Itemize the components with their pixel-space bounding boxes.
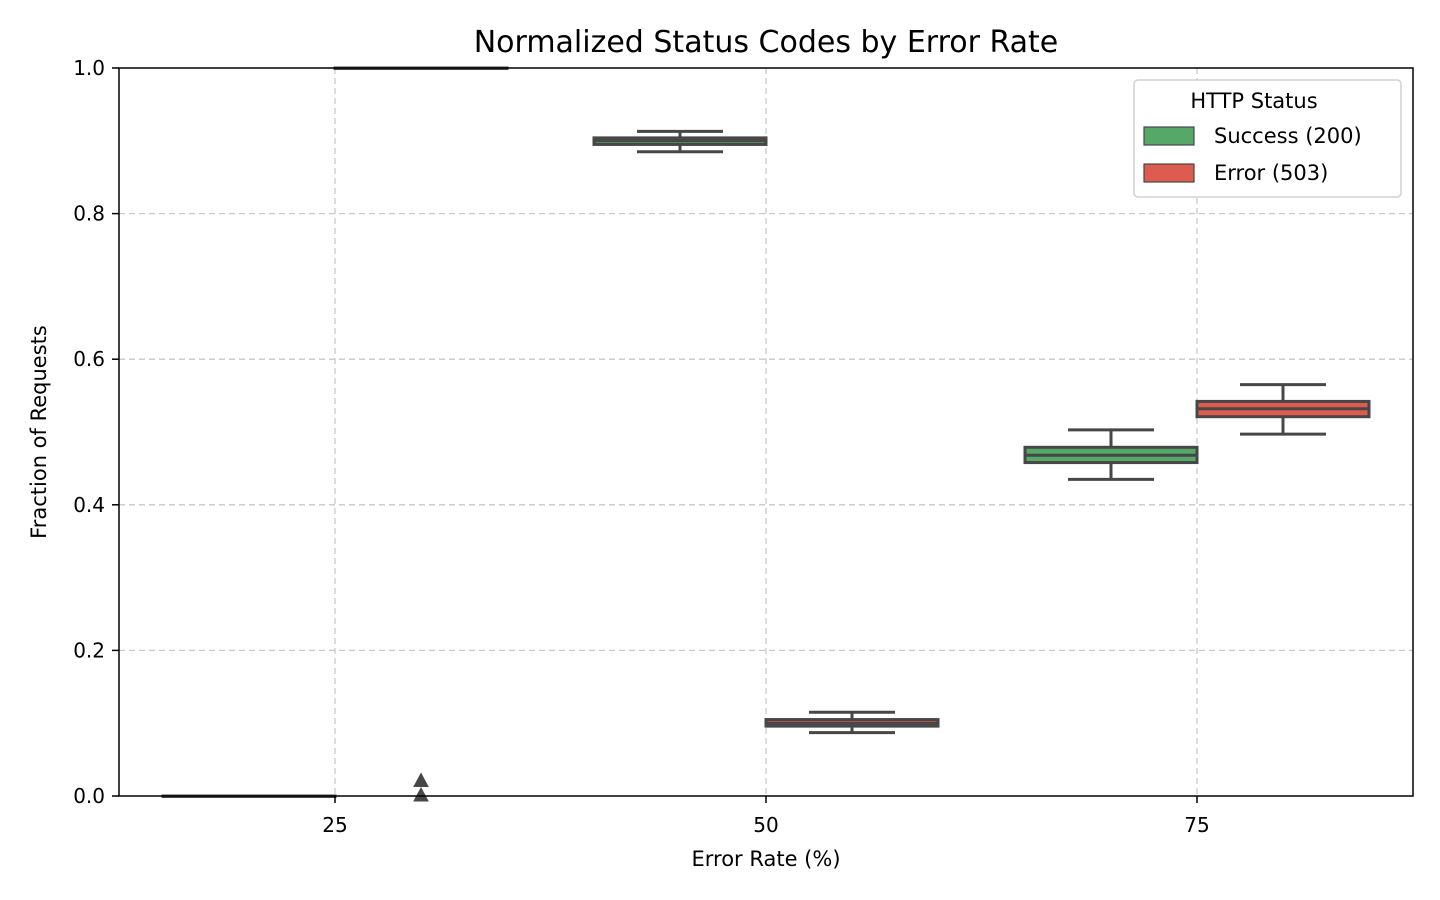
y-tick-label: 0.6 bbox=[73, 347, 105, 371]
y-axis-ticks: 0.0 0.2 0.4 0.6 0.8 1.0 bbox=[73, 56, 119, 808]
legend-swatch bbox=[1143, 163, 1195, 183]
y-tick-label: 1.0 bbox=[73, 56, 105, 80]
x-axis-label: Error Rate (%) bbox=[691, 847, 840, 871]
legend-items: Success (200) Error (503) bbox=[1143, 124, 1362, 185]
box-error-75 bbox=[1195, 383, 1371, 436]
legend: HTTP Status Success (200) Error (503) bbox=[1133, 79, 1402, 198]
legend-label: Success (200) bbox=[1214, 124, 1362, 148]
box-success-50 bbox=[592, 129, 768, 154]
legend-frame bbox=[1133, 79, 1402, 198]
y-tick-label: 0.8 bbox=[73, 202, 105, 226]
y-axis-label: Fraction of Requests bbox=[27, 325, 51, 539]
box-success-75 bbox=[1023, 428, 1199, 481]
y-tick-label: 0.4 bbox=[73, 493, 105, 517]
box-error-50 bbox=[764, 710, 940, 735]
outlier-marker bbox=[413, 786, 429, 802]
legend-label: Error (503) bbox=[1214, 161, 1328, 185]
legend-swatch bbox=[1143, 126, 1195, 146]
legend-title: HTTP Status bbox=[1190, 89, 1317, 113]
chart-title: Normalized Status Codes by Error Rate bbox=[474, 25, 1059, 60]
x-tick-label: 75 bbox=[1184, 813, 1209, 837]
x-tick-label: 25 bbox=[322, 813, 347, 837]
y-tick-label: 0.0 bbox=[73, 784, 105, 808]
grid-layer bbox=[119, 68, 1413, 796]
outlier-marker bbox=[413, 772, 429, 787]
y-tick-label: 0.2 bbox=[73, 638, 105, 662]
x-axis-ticks: 25 50 75 bbox=[322, 796, 1210, 837]
x-tick-label: 50 bbox=[753, 813, 778, 837]
box-error-25 bbox=[333, 66, 509, 802]
